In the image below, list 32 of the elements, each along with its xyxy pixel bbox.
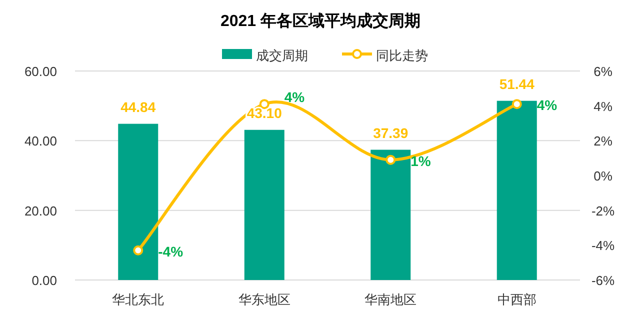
y-tick-label: 20.00: [24, 203, 57, 218]
y2-tick-label: 6%: [594, 64, 613, 79]
chart-title: 2021 年各区域平均成交周期: [220, 11, 421, 30]
data-label: 1%: [410, 152, 432, 169]
y-tick-label: 0.00: [32, 273, 57, 288]
x-tick-label: 中西部: [497, 292, 536, 307]
y-tick-label: 60.00: [24, 64, 57, 79]
y2-tick-label: -6%: [591, 273, 615, 288]
y-tick-label: 40.00: [24, 134, 57, 149]
bar: [118, 124, 158, 280]
data-label: 51.44: [499, 76, 535, 92]
data-label: 4%: [536, 97, 558, 114]
bar: [370, 150, 411, 280]
legend-label: 成交周期: [256, 48, 308, 63]
data-label: 44.84: [120, 98, 156, 115]
point: [512, 99, 522, 110]
y2-tick-label: 0%: [594, 168, 613, 184]
y2-tick-label: 4%: [594, 98, 613, 114]
data-label: 4%: [284, 89, 306, 106]
x-tick-label: 华南地区: [364, 292, 417, 307]
point: [133, 245, 144, 256]
y2-tick-label: -4%: [591, 238, 615, 254]
bar: [244, 130, 284, 280]
y2-tick-label: -2%: [591, 203, 615, 218]
data-label: -4%: [158, 243, 184, 260]
x-tick-label: 华北东北: [112, 292, 164, 307]
bar: [496, 100, 537, 280]
x-tick-label: 华东地区: [238, 292, 290, 307]
point: [386, 154, 396, 165]
legend-label: 同比走势: [376, 48, 428, 63]
y2-tick-label: 2%: [594, 134, 613, 149]
data-label: 37.39: [373, 124, 408, 141]
